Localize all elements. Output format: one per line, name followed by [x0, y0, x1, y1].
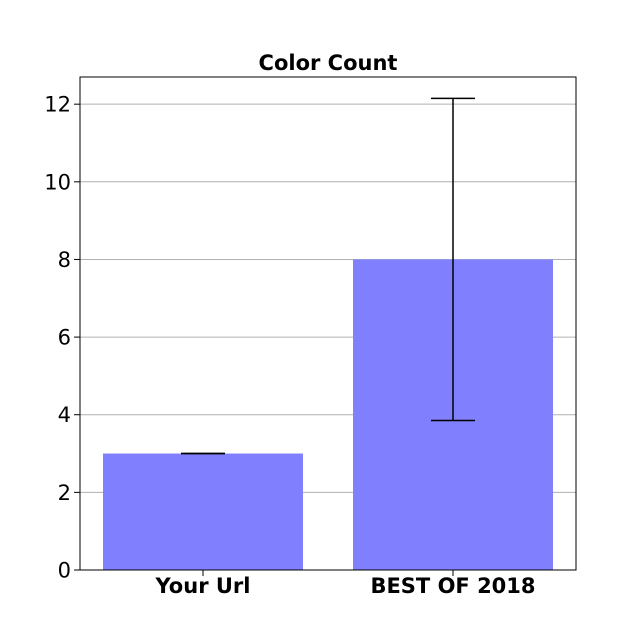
y-tick-label: 6 [58, 326, 71, 350]
chart-title: Color Count [259, 51, 398, 75]
y-tick-label: 0 [58, 559, 71, 583]
x-tick-label: Your Url [155, 574, 251, 598]
y-tick-label: 4 [58, 403, 71, 427]
error-bars [181, 97, 475, 455]
x-tick-label: BEST OF 2018 [370, 574, 535, 598]
y-tick-label: 12 [44, 93, 71, 117]
y-tick-label: 10 [44, 170, 71, 194]
y-tick-label: 8 [58, 248, 71, 272]
bar [103, 453, 303, 570]
plot-frame [79, 76, 577, 571]
y-axis-ticks: 0 2 4 6 8 10 12 [44, 93, 80, 583]
x-axis-ticks: Your Url BEST OF 2018 [155, 570, 536, 598]
y-tick-label: 2 [58, 481, 71, 505]
